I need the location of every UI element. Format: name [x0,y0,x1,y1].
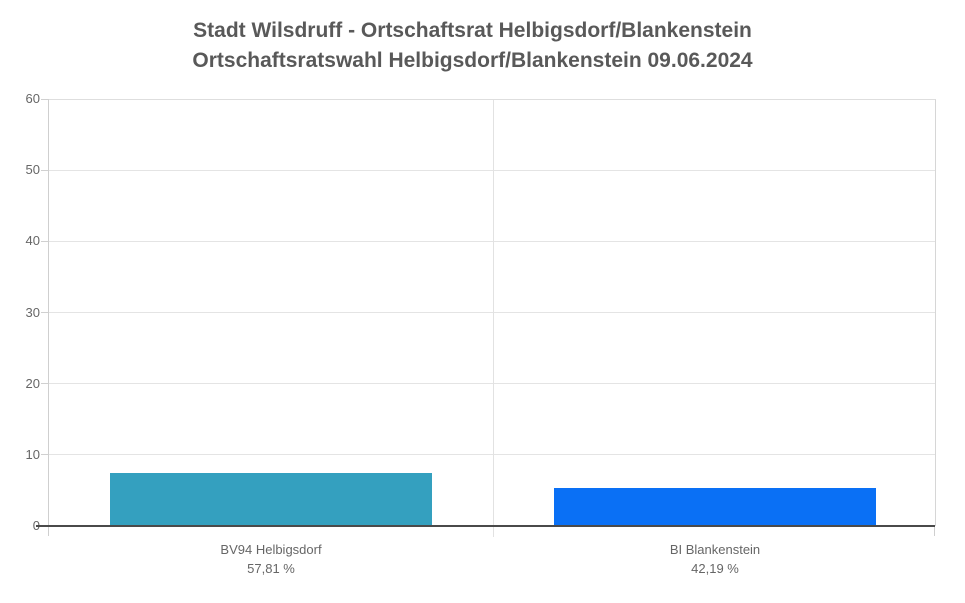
y-gridline-40 [49,240,935,242]
y-tick-label-60: 60 [25,91,40,106]
y-tick-label-10: 10 [25,446,40,462]
y-axis-tick-40 [41,240,49,242]
y-tick-label-30: 30 [25,304,40,320]
category-name: BI Blankenstein [669,542,761,557]
x-category-label-1: BV94 Helbigsdorf 57,81 % [49,540,493,578]
category-percent: 57,81 % [247,561,295,576]
category-divider-gridline [492,100,494,537]
x-category-label-2: BI Blankenstein 42,19 % [493,540,937,578]
y-tick-label-20: 20 [25,375,40,391]
category-name: BV94 Helbigsdorf [220,542,322,557]
y-gridline-10 [49,454,935,456]
bar-bv94-helbigsdorf [110,473,432,526]
chart-title-line1: Stadt Wilsdruff - Ortschaftsrat Helbigsd… [193,19,752,42]
bar-bi-blankenstein [554,487,876,526]
x-axis-tick-right [934,526,935,536]
y-tick-label-40: 40 [25,233,40,249]
y-axis-tick-10 [41,454,49,456]
y-tick-label-50: 50 [25,162,40,178]
x-axis-baseline [36,525,935,527]
y-axis-tick-50 [41,169,49,171]
y-gridline-20 [49,383,935,385]
x-axis-tick-left [48,526,49,536]
y-axis-tick-30 [41,312,49,313]
y-axis-tick-20 [41,383,49,385]
chart-title-line2: Ortschaftsratswahl Helbigsdorf/Blankenst… [192,49,753,72]
chart-title: Stadt Wilsdruff - Ortschaftsrat Helbigsd… [0,16,945,76]
y-gridline-30 [49,312,935,313]
y-gridline-50 [49,169,935,171]
y-axis-tick-60 [41,98,49,100]
category-percent: 42,19 % [691,561,739,576]
